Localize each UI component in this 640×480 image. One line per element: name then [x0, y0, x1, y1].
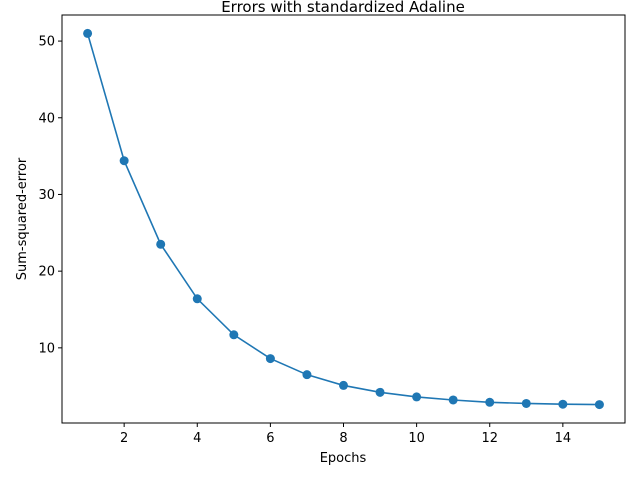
data-point: [412, 392, 422, 402]
data-point: [156, 239, 166, 249]
data-point: [521, 398, 531, 408]
x-tick-label: 6: [266, 431, 274, 446]
x-axis: 2 4 6 8 10 12 14: [120, 423, 571, 446]
data-point: [265, 354, 275, 364]
y-tick-label: 20: [38, 265, 55, 280]
x-tick-label: 12: [481, 431, 498, 446]
data-point: [302, 370, 312, 380]
x-tick-label: 10: [408, 431, 425, 446]
x-tick-label: 14: [555, 431, 572, 446]
x-tick-label: 4: [193, 431, 201, 446]
y-tick-label: 10: [38, 341, 55, 356]
x-tick-label: 8: [339, 431, 347, 446]
data-point: [119, 156, 129, 166]
y-axis: 10 20 30 40 50: [38, 35, 62, 356]
y-tick-label: 40: [38, 111, 55, 126]
data-point: [558, 399, 568, 409]
data-point: [448, 395, 458, 405]
y-tick-label: 50: [38, 35, 55, 50]
x-axis-label: Epochs: [320, 451, 367, 466]
series-layer: [83, 28, 604, 410]
data-point: [375, 387, 385, 397]
x-tick-label: 2: [120, 431, 128, 446]
y-tick-label: 30: [38, 188, 55, 203]
data-point: [229, 330, 239, 340]
data-point: [594, 400, 604, 410]
data-point: [339, 380, 348, 390]
data-point: [83, 28, 93, 38]
data-point: [485, 397, 495, 407]
chart-title: Errors with standardized Adaline: [221, 0, 465, 16]
y-axis-label: Sum-squared-error: [15, 157, 30, 280]
data-point: [192, 294, 202, 304]
